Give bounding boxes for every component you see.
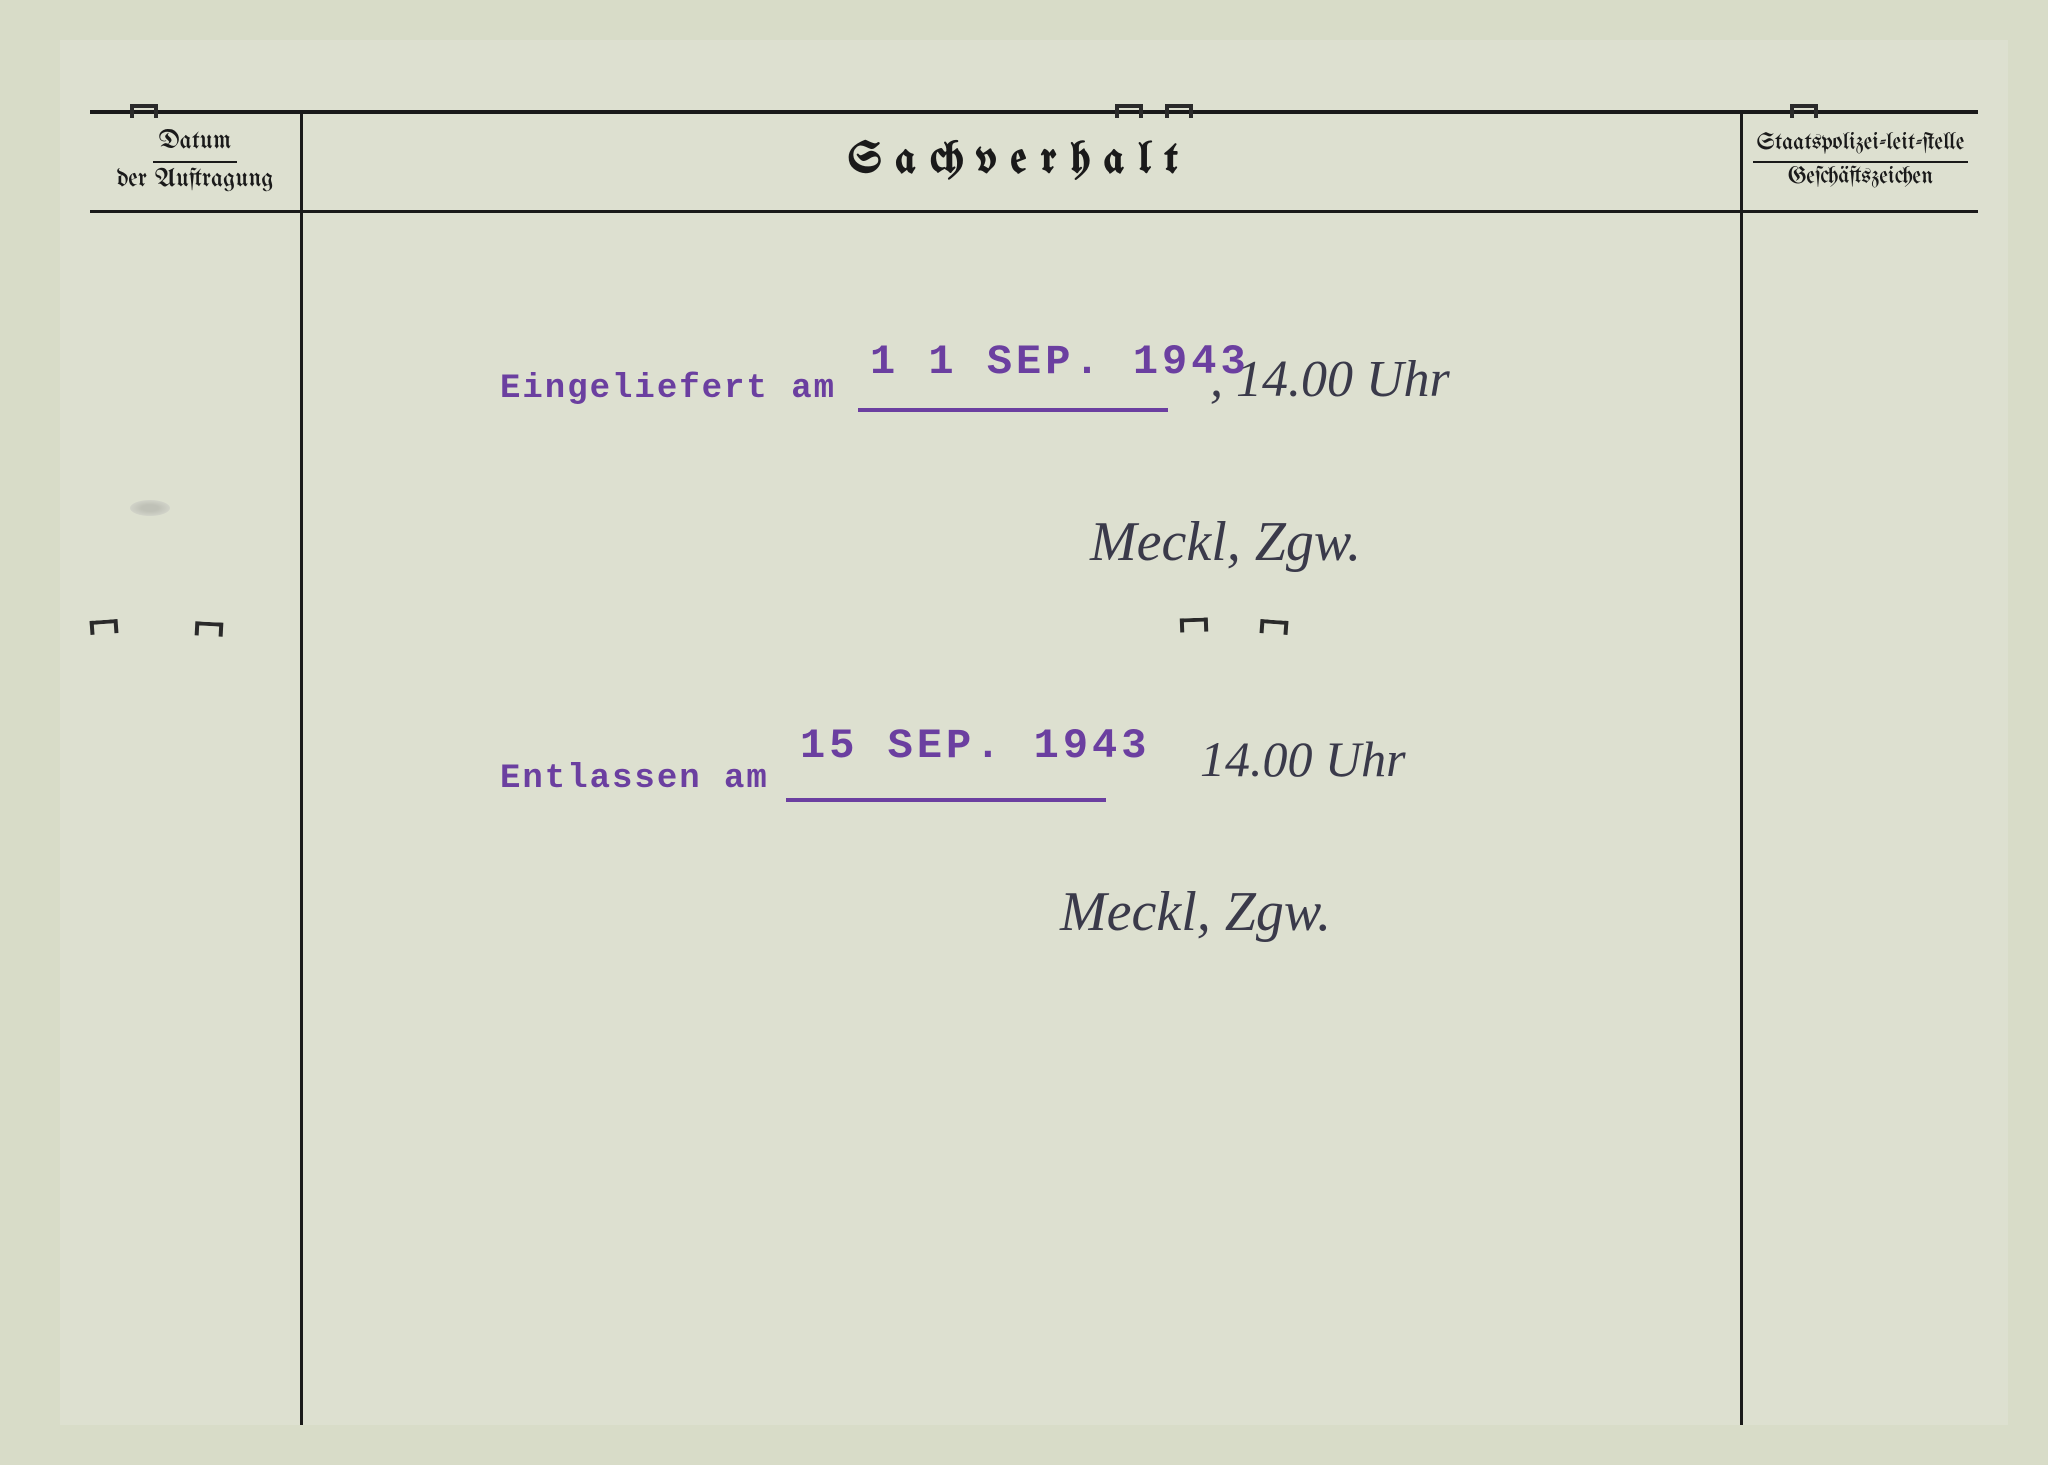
staple-mark [195, 621, 224, 636]
released-signature: Meckl, Zgw. [1060, 880, 1331, 944]
column-divider-right [1740, 110, 1743, 1425]
header-police-column: Staatspolizei-leit-ſtelle Geſchäftszeich… [1743, 118, 1978, 204]
document-page: Datum der Auftragung Sachverhalt Staatsp… [0, 0, 2048, 1465]
header-center-text: Sachverhalt [848, 138, 1192, 184]
header-rule-top [90, 110, 1978, 114]
header-right-line1: Staatspolizei-leit-ſtelle [1753, 129, 1969, 163]
punch-hole [130, 500, 170, 516]
header-right-line2: Geſchäftszeichen [1788, 163, 1933, 193]
column-divider-left [300, 110, 303, 1425]
admitted-date-underline [858, 408, 1168, 412]
released-date-underline [786, 798, 1106, 802]
staple-mark [1165, 104, 1193, 118]
header-left-line1: Datum [153, 125, 238, 163]
released-date: 15 SEP. 1943 [800, 722, 1150, 770]
admitted-date: 1 1 SEP. 1943 [870, 338, 1250, 386]
staple-mark [130, 104, 158, 118]
header-rule-bottom [90, 210, 1978, 213]
released-label: Entlassen am [500, 760, 769, 798]
staple-mark [1790, 104, 1818, 118]
admitted-time: , 14.00 Uhr [1210, 350, 1450, 409]
staple-mark [1180, 618, 1208, 633]
staple-mark [90, 619, 119, 635]
header-facts-column: Sachverhalt [300, 118, 1740, 204]
admitted-signature: Meckl, Zgw. [1090, 510, 1361, 574]
header-date-column: Datum der Auftragung [90, 118, 300, 204]
staple-mark [1260, 619, 1289, 635]
header-left-line2: der Auftragung [116, 163, 273, 197]
released-time: 14.00 Uhr [1200, 730, 1406, 788]
admitted-label: Eingeliefert am [500, 370, 836, 408]
staple-mark [1115, 104, 1143, 118]
